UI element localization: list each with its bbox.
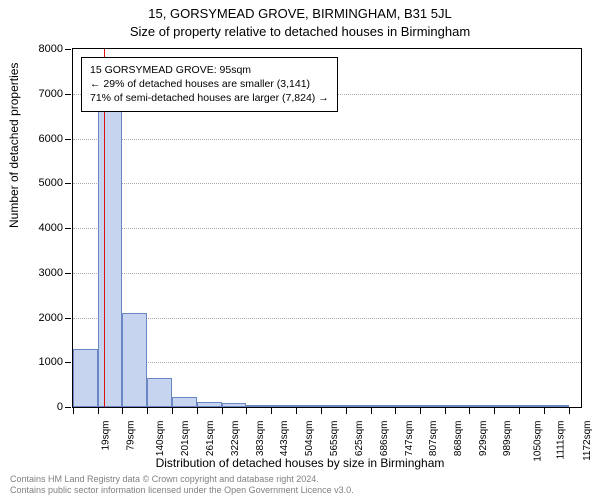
grid-line bbox=[73, 139, 581, 140]
grid-line bbox=[73, 362, 581, 363]
histogram-bar bbox=[73, 349, 98, 407]
y-tick-label: 5000 bbox=[39, 177, 63, 189]
x-tick bbox=[197, 408, 198, 414]
histogram-bar bbox=[246, 405, 271, 407]
annotation-line-1: 15 GORSYMEAD GROVE: 95sqm bbox=[90, 63, 329, 77]
y-tick bbox=[65, 139, 71, 140]
chart-title: Size of property relative to detached ho… bbox=[0, 24, 600, 39]
x-tick bbox=[469, 408, 470, 414]
x-tick bbox=[544, 408, 545, 414]
histogram-bar bbox=[395, 405, 420, 407]
x-tick-label: 625sqm bbox=[354, 421, 365, 457]
histogram-bar bbox=[147, 378, 172, 407]
y-tick-label: 7000 bbox=[39, 88, 63, 100]
histogram-bar bbox=[346, 405, 371, 407]
x-tick bbox=[445, 408, 446, 414]
x-tick-label: 1172sqm bbox=[582, 421, 593, 461]
histogram-bar bbox=[420, 405, 445, 407]
x-tick-label: 929sqm bbox=[478, 421, 489, 457]
x-tick bbox=[371, 408, 372, 414]
grid-line bbox=[73, 183, 581, 184]
y-tick-label: 4000 bbox=[39, 222, 63, 234]
histogram-bar bbox=[519, 405, 544, 407]
y-tick-label: 0 bbox=[57, 401, 63, 413]
x-tick bbox=[246, 408, 247, 414]
histogram-bar bbox=[98, 107, 123, 407]
x-tick bbox=[73, 408, 74, 414]
x-tick bbox=[519, 408, 520, 414]
y-tick bbox=[65, 362, 71, 363]
y-tick bbox=[65, 49, 71, 50]
x-tick bbox=[271, 408, 272, 414]
x-tick-label: 443sqm bbox=[279, 421, 290, 457]
x-tick bbox=[395, 408, 396, 414]
x-tick-label: 989sqm bbox=[503, 421, 514, 457]
x-tick bbox=[420, 408, 421, 414]
x-tick-label: 383sqm bbox=[255, 421, 266, 457]
y-tick bbox=[65, 94, 71, 95]
x-tick bbox=[172, 408, 173, 414]
grid-line bbox=[73, 228, 581, 229]
x-tick-label: 868sqm bbox=[453, 421, 464, 457]
x-tick bbox=[296, 408, 297, 414]
histogram-bar bbox=[469, 405, 494, 407]
x-tick bbox=[222, 408, 223, 414]
x-tick bbox=[569, 408, 570, 414]
annotation-line-2: ← 29% of detached houses are smaller (3,… bbox=[90, 77, 329, 91]
x-tick-label: 201sqm bbox=[180, 421, 191, 457]
y-tick bbox=[65, 407, 71, 408]
grid-line bbox=[73, 273, 581, 274]
x-tick bbox=[494, 408, 495, 414]
y-tick bbox=[65, 183, 71, 184]
histogram-bar bbox=[445, 405, 470, 407]
x-tick-label: 322sqm bbox=[230, 421, 241, 457]
x-tick bbox=[346, 408, 347, 414]
annotation-box: 15 GORSYMEAD GROVE: 95sqm ← 29% of detac… bbox=[81, 57, 338, 112]
chart-container: 15, GORSYMEAD GROVE, BIRMINGHAM, B31 5JL… bbox=[0, 0, 600, 500]
x-tick-label: 79sqm bbox=[125, 421, 136, 451]
histogram-bar bbox=[172, 397, 197, 407]
x-tick bbox=[321, 408, 322, 414]
y-tick-label: 2000 bbox=[39, 312, 63, 324]
x-tick-label: 686sqm bbox=[379, 421, 390, 457]
x-tick-label: 19sqm bbox=[101, 421, 112, 451]
y-tick bbox=[65, 318, 71, 319]
histogram-bar bbox=[122, 313, 147, 407]
x-tick-label: 261sqm bbox=[205, 421, 216, 457]
histogram-bar bbox=[321, 405, 346, 407]
y-tick bbox=[65, 273, 71, 274]
y-tick bbox=[65, 228, 71, 229]
footer-line-2: Contains public sector information licen… bbox=[10, 485, 354, 496]
y-tick-label: 6000 bbox=[39, 133, 63, 145]
y-tick-label: 8000 bbox=[39, 43, 63, 55]
histogram-bar bbox=[494, 405, 519, 407]
histogram-bar bbox=[222, 403, 247, 407]
footer-line-1: Contains HM Land Registry data © Crown c… bbox=[10, 474, 354, 485]
histogram-bar bbox=[296, 405, 321, 407]
x-tick-label: 140sqm bbox=[156, 421, 167, 457]
x-tick bbox=[147, 408, 148, 414]
x-axis-label: Distribution of detached houses by size … bbox=[0, 456, 600, 470]
histogram-bar bbox=[371, 405, 396, 407]
y-tick-label: 1000 bbox=[39, 356, 63, 368]
histogram-bar bbox=[271, 405, 296, 407]
x-tick-label: 1111sqm bbox=[556, 421, 567, 460]
x-tick bbox=[98, 408, 99, 414]
y-tick-label: 3000 bbox=[39, 267, 63, 279]
histogram-bar bbox=[197, 402, 222, 407]
histogram-bar bbox=[544, 405, 569, 407]
x-tick-label: 807sqm bbox=[428, 421, 439, 457]
x-tick-label: 747sqm bbox=[404, 421, 415, 457]
x-tick bbox=[122, 408, 123, 414]
grid-line bbox=[73, 318, 581, 319]
y-axis-label: Number of detached properties bbox=[7, 63, 21, 228]
x-tick-label: 565sqm bbox=[329, 421, 340, 457]
super-title: 15, GORSYMEAD GROVE, BIRMINGHAM, B31 5JL bbox=[0, 6, 600, 21]
x-tick-label: 504sqm bbox=[304, 421, 315, 457]
plot-area: 01000200030004000500060007000800019sqm79… bbox=[72, 48, 582, 408]
footer: Contains HM Land Registry data © Crown c… bbox=[10, 474, 354, 496]
annotation-line-3: 71% of semi-detached houses are larger (… bbox=[90, 91, 329, 105]
